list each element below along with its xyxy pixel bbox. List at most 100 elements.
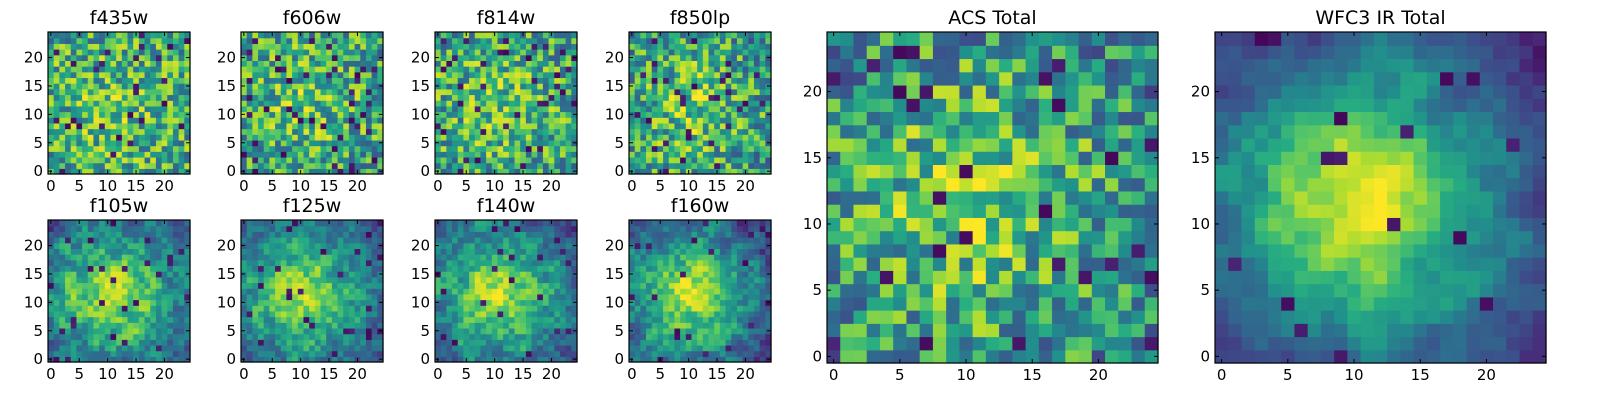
heatmap-cell xyxy=(53,305,60,312)
heatmap-cell xyxy=(82,128,89,135)
heatmap-cell xyxy=(252,231,259,238)
heatmap-cell xyxy=(292,145,299,152)
heatmap-cell xyxy=(748,162,755,169)
heatmap-cell xyxy=(531,356,538,363)
heatmap-cell xyxy=(491,231,499,238)
heatmap-cell xyxy=(167,350,174,357)
heatmap-cell xyxy=(292,37,299,44)
heatmap-cell xyxy=(269,162,276,169)
heatmap-cell xyxy=(263,156,270,164)
heatmap-cell xyxy=(640,339,647,346)
heatmap-cell xyxy=(497,333,504,340)
heatmap-cell xyxy=(753,305,761,312)
heatmap-cell xyxy=(286,288,293,295)
heatmap-cell xyxy=(360,94,367,101)
heatmap-cell xyxy=(82,316,89,323)
heatmap-cell xyxy=(565,162,572,169)
heatmap-cell xyxy=(348,88,356,96)
heatmap-cell xyxy=(531,344,538,352)
heatmap-cell xyxy=(480,288,487,295)
y-tick-label: 0 xyxy=(614,162,624,180)
heatmap-cell xyxy=(685,77,693,84)
heatmap-cell xyxy=(697,288,704,295)
heatmap-cell xyxy=(480,156,487,164)
heatmap-cell xyxy=(275,139,282,147)
heatmap-cell xyxy=(525,83,533,90)
heatmap-cell xyxy=(275,333,282,340)
heatmap-cell xyxy=(280,77,288,84)
heatmap-cell xyxy=(314,37,322,44)
heatmap-cell xyxy=(110,162,117,169)
heatmap-cell xyxy=(697,333,704,340)
heatmap-cell xyxy=(565,145,572,152)
heatmap-cell xyxy=(252,248,259,255)
heatmap-cell xyxy=(246,145,253,152)
heatmap-cell xyxy=(263,168,270,175)
heatmap-cell xyxy=(531,254,538,261)
heatmap-cell xyxy=(508,37,516,44)
heatmap-cell xyxy=(184,231,191,238)
heatmap-cell xyxy=(133,225,140,232)
heatmap-cell xyxy=(371,83,378,90)
heatmap-cell xyxy=(161,122,168,130)
heatmap-cell xyxy=(133,49,140,56)
heatmap-cell xyxy=(59,305,66,312)
heatmap-cell xyxy=(280,71,288,79)
heatmap-cell xyxy=(258,88,265,96)
heatmap-cell xyxy=(731,83,738,90)
heatmap-cell xyxy=(486,162,493,169)
heatmap-cell xyxy=(440,117,447,124)
heatmap-cell xyxy=(753,327,761,335)
heatmap-cell xyxy=(178,339,185,346)
heatmap-cell xyxy=(719,111,727,118)
heatmap-cell xyxy=(765,293,772,301)
heatmap-cell xyxy=(708,43,715,50)
heatmap-cell xyxy=(629,322,636,329)
heatmap-cell xyxy=(133,344,140,352)
heatmap-cell xyxy=(48,305,55,312)
heatmap-cell xyxy=(172,145,180,152)
heatmap-cell xyxy=(241,310,248,318)
heatmap-cell xyxy=(116,271,123,278)
x-tick-label: 15 xyxy=(126,365,145,383)
heatmap-cell xyxy=(680,49,687,56)
heatmap-cell xyxy=(646,134,653,141)
heatmap-cell xyxy=(309,254,316,261)
heatmap-cell xyxy=(320,271,327,278)
heatmap-cell xyxy=(258,327,265,335)
heatmap-cell xyxy=(503,83,510,90)
heatmap-cell xyxy=(292,100,299,107)
heatmap-cell xyxy=(258,71,265,79)
heatmap-cell xyxy=(360,305,367,312)
heatmap-cell xyxy=(82,151,89,158)
heatmap-cell xyxy=(246,242,253,249)
heatmap-cell xyxy=(474,225,482,232)
heatmap-cell xyxy=(76,100,83,107)
heatmap-cell xyxy=(520,94,527,101)
heatmap-cell xyxy=(765,60,772,67)
heatmap-cell xyxy=(674,66,681,73)
heatmap-cell xyxy=(514,139,521,147)
heatmap-cell xyxy=(554,282,561,289)
heatmap-cell xyxy=(542,225,550,232)
heatmap-cell xyxy=(646,271,653,278)
heatmap-cell xyxy=(70,168,77,175)
heatmap-cell xyxy=(144,77,151,84)
heatmap-cell xyxy=(629,344,636,352)
heatmap-cell xyxy=(714,128,721,135)
heatmap-cell xyxy=(525,128,533,135)
heatmap-cell xyxy=(520,77,527,84)
heatmap-cell xyxy=(252,339,259,346)
heatmap-cell xyxy=(680,299,687,306)
heatmap-cell xyxy=(537,66,544,73)
heatmap-cell xyxy=(646,94,653,101)
heatmap-cell xyxy=(150,32,157,39)
heatmap-cell xyxy=(537,32,544,39)
heatmap-cell xyxy=(93,100,100,107)
heatmap-cell xyxy=(508,128,516,135)
heatmap-cell xyxy=(70,134,77,141)
heatmap-cell xyxy=(65,134,72,141)
heatmap-cell xyxy=(48,316,55,323)
heatmap-cell xyxy=(116,139,123,147)
heatmap-cell xyxy=(691,151,698,158)
